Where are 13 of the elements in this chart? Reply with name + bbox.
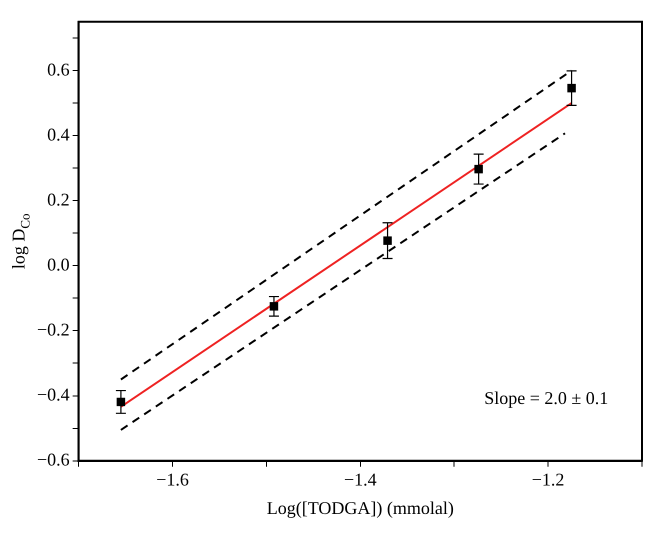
y-tick-label: 0.6 xyxy=(47,59,70,80)
y-tick-label: −0.2 xyxy=(36,319,70,340)
x-tick-label: −1.4 xyxy=(344,469,377,490)
x-tick-label: −1.6 xyxy=(156,469,189,490)
y-tick-label: 0.0 xyxy=(47,254,70,274)
x-tick-label: −1.2 xyxy=(532,469,564,490)
y-axis-title: log DCo xyxy=(8,213,32,270)
x-axis-title: Log([TODGA]) (mmolal) xyxy=(266,498,454,518)
annotation: Slope = 2.0 ± 0.1 xyxy=(484,388,608,408)
y-tick-label: −0.4 xyxy=(36,384,70,404)
y-tick-label: 0.2 xyxy=(47,189,70,210)
y-tick-label: −0.6 xyxy=(36,450,70,470)
y-tick-label: 0.4 xyxy=(47,124,70,144)
